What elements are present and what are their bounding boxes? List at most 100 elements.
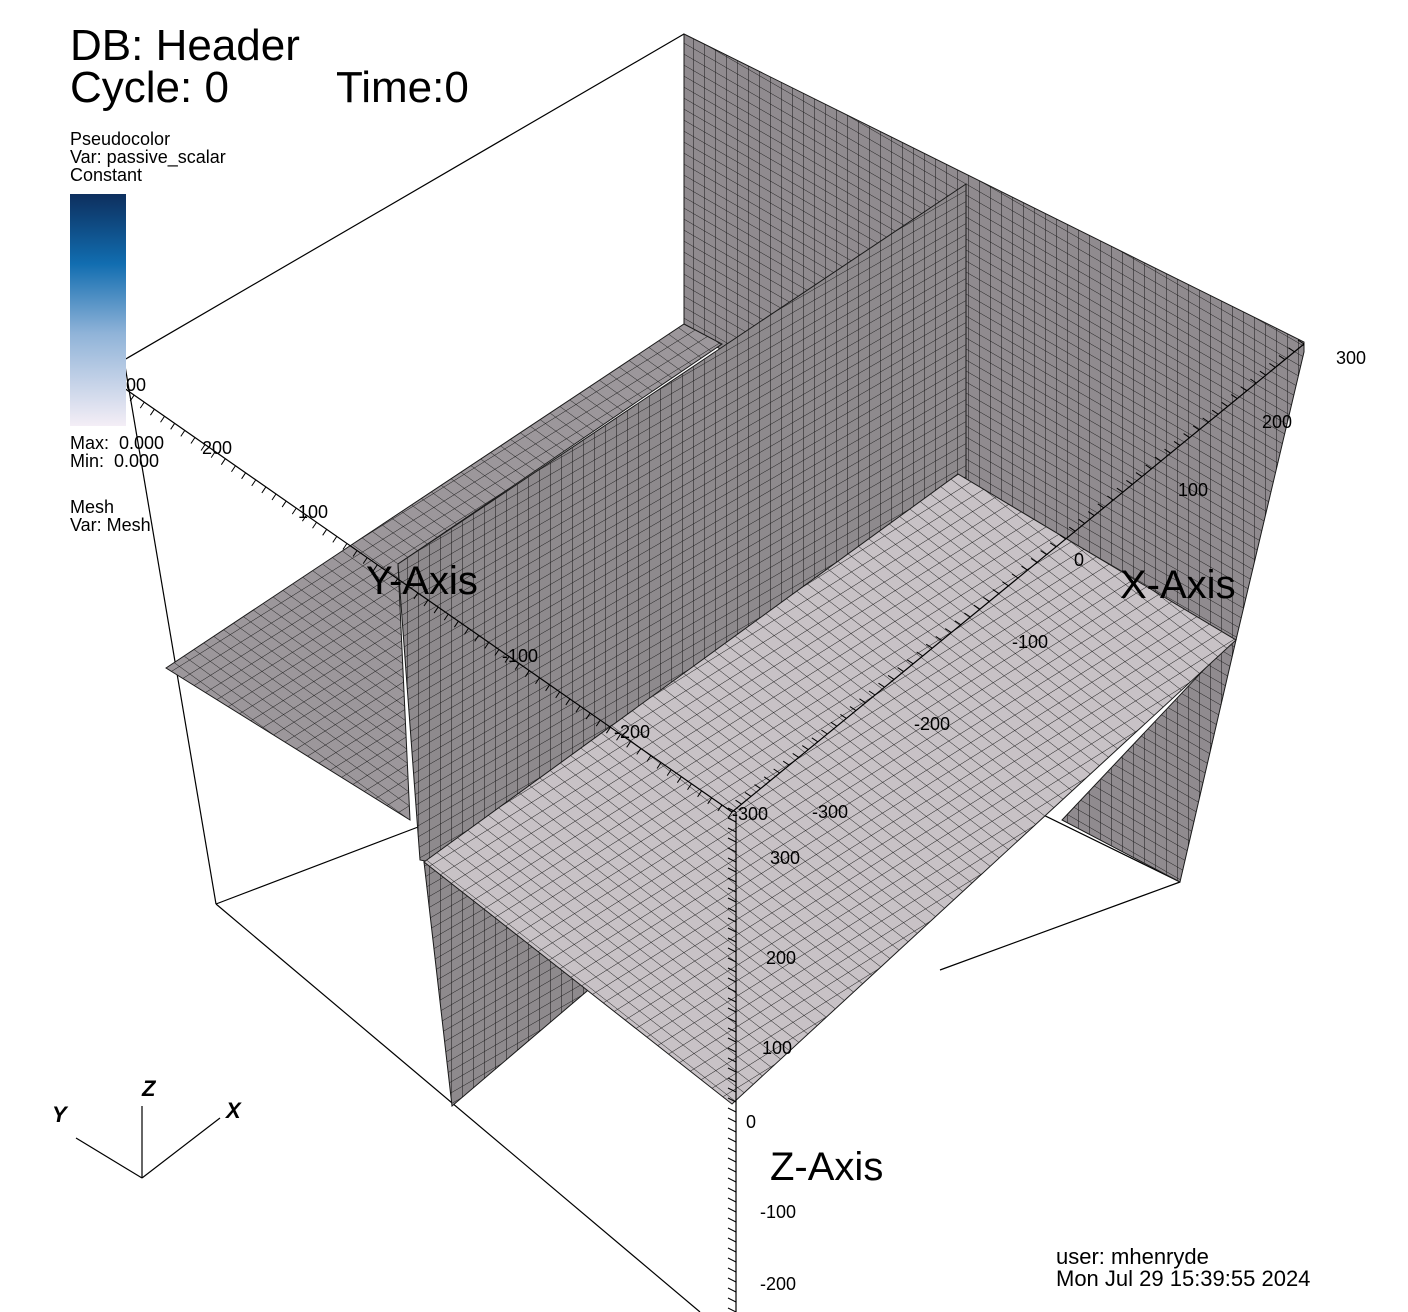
axis-tick-mark	[626, 741, 632, 748]
orientation-triad: Z X Y	[52, 1076, 242, 1179]
y-tick-label: 200	[202, 438, 232, 458]
axis-tick-mark	[200, 444, 206, 451]
axis-tick-mark	[935, 635, 943, 641]
colorbar-tick-label: 00	[126, 375, 147, 395]
triad-z-label: Z	[141, 1076, 157, 1101]
axis-tick-mark	[1164, 448, 1171, 454]
axis-tick-mark	[362, 557, 368, 564]
y-tick-label: -200	[614, 722, 650, 742]
axis-tick-mark	[983, 596, 990, 602]
axis-tick-mark	[973, 604, 981, 610]
time-label: Time:0	[336, 63, 469, 112]
axis-tick-mark	[727, 997, 737, 1003]
axis-tick-mark	[687, 783, 692, 791]
axis-tick-mark	[727, 977, 737, 983]
axis-tick-mark	[727, 907, 737, 913]
cycle-label: Cycle: 0	[70, 63, 229, 112]
y-axis-title: Y-Axis	[366, 559, 478, 603]
axis-tick-mark	[403, 585, 409, 593]
axis-tick-mark	[727, 857, 737, 863]
x-tick-label: 100	[1178, 480, 1208, 500]
axis-tick-mark	[727, 1047, 737, 1053]
axis-tick-mark	[453, 620, 459, 628]
mesh-plane-left-slab	[165, 323, 723, 821]
axis-tick-mark	[220, 458, 226, 465]
axis-tick-mark	[727, 987, 737, 993]
user-label: user: mhenryde	[1056, 1244, 1209, 1269]
axis-tick-mark	[1259, 370, 1267, 376]
axis-tick-mark	[1116, 487, 1124, 493]
axis-tick-mark	[727, 837, 737, 843]
legend-min: Min: 0.000	[70, 451, 160, 471]
axis-tick-mark	[129, 394, 135, 402]
axis-tick-mark	[524, 670, 530, 677]
axis-tick-mark	[545, 684, 551, 692]
axis-tick-mark	[180, 430, 186, 437]
axis-tick-mark	[1221, 401, 1229, 407]
axis-tick-mark	[727, 1157, 737, 1163]
mesh-plane-horizontal	[423, 473, 1237, 1105]
axis-tick-mark	[1288, 347, 1295, 353]
x-tick-label: -200	[914, 714, 950, 734]
axis-tick-mark	[763, 776, 771, 782]
axis-tick-mark	[585, 712, 591, 720]
axis-tick-mark	[1297, 339, 1305, 345]
axis-tick-mark	[727, 811, 733, 819]
axis-tick-mark	[1250, 378, 1257, 384]
axis-tick-mark	[727, 1027, 737, 1033]
axis-tick-mark	[605, 726, 611, 734]
axis-tick-mark	[443, 613, 449, 621]
axis-tick-mark	[727, 957, 737, 963]
axis-tick-mark	[727, 1247, 737, 1253]
z-tick-label: -200	[760, 1274, 796, 1294]
z-axis-tick-marks	[727, 807, 737, 1312]
axis-tick-mark	[149, 408, 155, 416]
x-axis-tick-marks	[725, 339, 1305, 813]
legend-range: Max: 0.000 Min: 0.000	[70, 434, 164, 470]
axis-tick-mark	[727, 1147, 737, 1153]
axis-tick-mark	[271, 493, 277, 501]
axis-tick-mark	[859, 698, 866, 704]
axis-tick-mark	[727, 1297, 737, 1303]
axis-tick-mark	[1078, 518, 1086, 524]
axis-tick-mark	[727, 877, 737, 883]
x-tick-label: 300	[1336, 348, 1366, 368]
axis-tick-mark	[1202, 417, 1209, 423]
axis-tick-mark	[727, 897, 737, 903]
axis-tick-mark	[727, 1287, 737, 1293]
legend-variable: Var: passive_scalar	[70, 147, 226, 167]
axis-tick-mark	[1278, 355, 1286, 361]
axis-tick-mark	[916, 651, 923, 657]
axis-tick-mark	[1126, 479, 1133, 485]
axis-tick-mark	[595, 719, 601, 727]
axis-tick-mark	[727, 917, 737, 923]
axis-tick-mark	[727, 807, 737, 813]
axis-tick-mark	[727, 1037, 737, 1043]
axis-tick-mark	[383, 571, 388, 579]
axis-tick-mark	[727, 947, 737, 953]
axis-tick-mark	[1145, 464, 1152, 470]
y-axis-tick-marks	[119, 387, 733, 819]
axis-tick-mark	[1021, 565, 1028, 571]
x-tick-label: 200	[1262, 412, 1292, 432]
y-tick-label: -100	[502, 646, 538, 666]
y-tick-label: -300	[732, 804, 768, 824]
axis-tick-mark	[281, 500, 287, 508]
axis-tick-mark	[494, 649, 500, 656]
axis-tick-mark	[484, 642, 490, 649]
x-tick-label: -100	[1012, 632, 1048, 652]
axis-tick-mark	[792, 752, 800, 758]
axis-tick-mark	[717, 804, 723, 812]
axis-tick-mark	[727, 1087, 737, 1093]
axis-tick-mark	[1002, 581, 1009, 587]
axis-tick-mark	[160, 415, 165, 423]
axis-tick-mark	[1135, 472, 1143, 478]
axis-tick-mark	[821, 729, 828, 735]
axis-tick-mark	[514, 663, 520, 670]
z-tick-label: -100	[760, 1202, 796, 1222]
axis-tick-mark	[727, 1167, 737, 1173]
axis-tick-mark	[727, 1107, 737, 1113]
axis-tick-mark	[727, 1207, 737, 1213]
axis-tick-mark	[727, 937, 737, 943]
